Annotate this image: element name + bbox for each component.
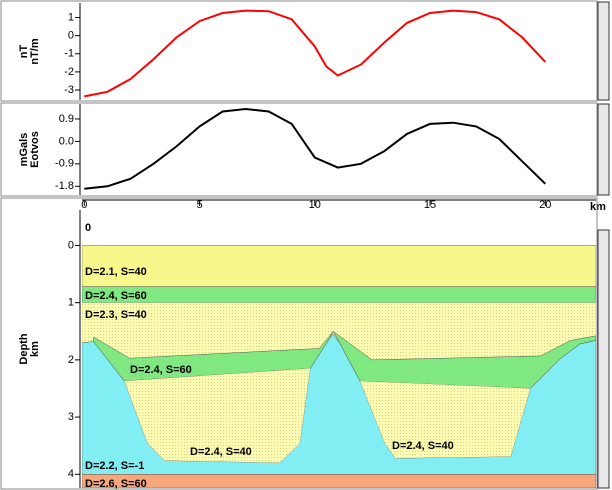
- y-tick-label: -1.8: [55, 180, 74, 192]
- layer-label: D=2.1, S=40: [85, 266, 147, 278]
- layer-label: D=2.3, S=40: [85, 309, 147, 321]
- layer-label: D=2.4, S=60: [85, 290, 147, 302]
- scrollbar[interactable]: [598, 104, 609, 195]
- scrollbar[interactable]: [598, 2, 609, 100]
- layer-label: D=2.4, S=40: [190, 446, 252, 458]
- y-tick-label: 1: [68, 11, 74, 23]
- x-tick-label: 15: [424, 199, 436, 211]
- x-tick-label: 20: [539, 199, 551, 211]
- y-axis-label: Eotvos: [29, 131, 41, 168]
- y-tick-label: 0.9: [59, 113, 74, 125]
- y-tick-label: -1: [64, 48, 74, 60]
- y-tick-label: 2: [68, 354, 74, 366]
- x-axis-label: km: [590, 201, 606, 213]
- x-tick-label: 0: [81, 199, 87, 211]
- layer-label: D=2.4, S=60: [130, 364, 192, 376]
- surface-label: 0: [85, 222, 91, 234]
- layer-label: D=2.2, S=-1: [85, 460, 144, 472]
- y-tick-label: 3: [68, 411, 74, 423]
- layer-label: D=2.4, S=40: [392, 440, 454, 452]
- y-tick-label: 0: [68, 239, 74, 251]
- scrollbar[interactable]: [598, 230, 609, 488]
- layer-label: D=2.6, S=60: [85, 478, 147, 490]
- y-axis-label: km: [29, 341, 41, 357]
- y-tick-label: -2: [64, 66, 74, 78]
- y-axis-label: nT/m: [29, 38, 41, 64]
- x-tick-label: 5: [196, 199, 202, 211]
- layer-body: [82, 474, 596, 488]
- layer-body: [82, 287, 596, 303]
- layer-body: [82, 246, 596, 287]
- x-tick-label: 10: [309, 199, 321, 211]
- y-tick-label: 0: [68, 30, 74, 42]
- app-window: nTnT/m10-1-2-3mGalsEotvos0.90.0-0.9-1.8D…: [0, 0, 612, 490]
- y-tick-label: -0.9: [55, 158, 74, 170]
- y-tick-label: -3: [64, 84, 74, 96]
- y-tick-label: 4: [68, 468, 74, 480]
- y-tick-label: 1: [68, 297, 74, 309]
- y-tick-label: 0.0: [59, 135, 74, 147]
